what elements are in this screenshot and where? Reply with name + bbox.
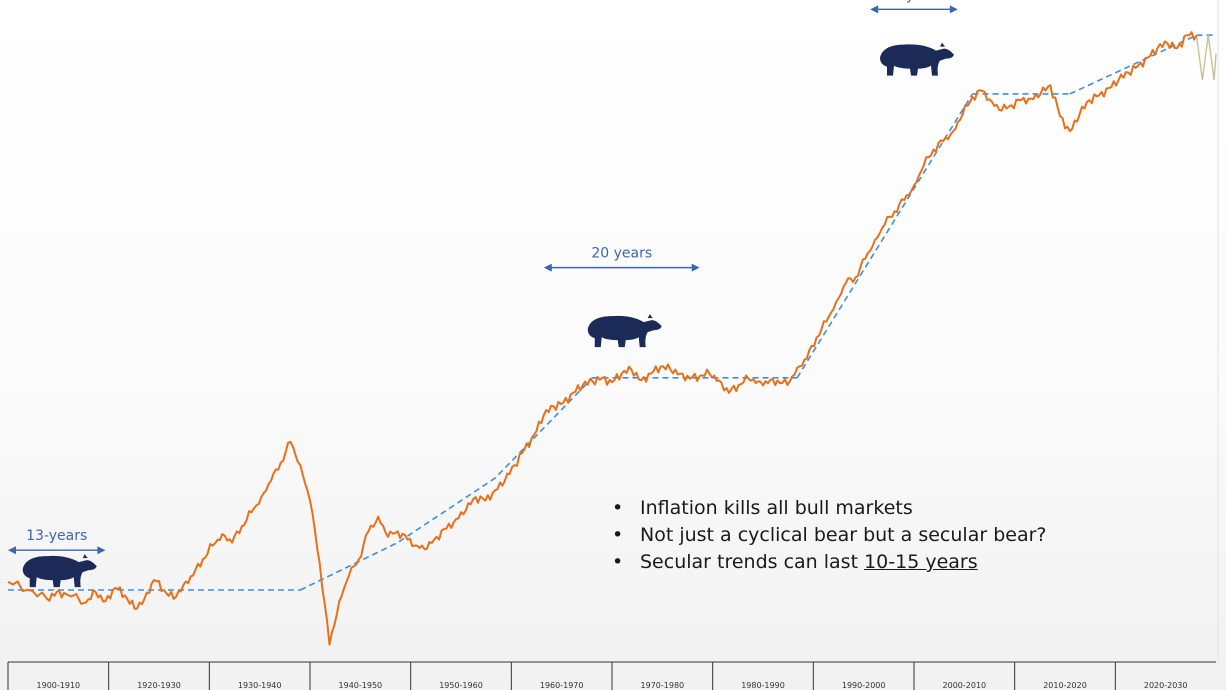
trend-line <box>796 93 974 379</box>
price-line <box>7 31 1198 646</box>
bullet-text: Inflation kills all bull markets <box>640 497 913 519</box>
x-tick-label: 2010-2020 <box>1043 681 1087 690</box>
bear-icon <box>22 554 97 588</box>
bullet-text: Not just a cyclical bear but a secular b… <box>640 524 1047 546</box>
bullet-marker: • <box>612 497 624 519</box>
duration-label: 10-years <box>883 0 944 3</box>
duration-arrow <box>543 263 700 272</box>
bullet-text: Secular trends can last <box>640 551 865 573</box>
bear-icon <box>880 42 954 76</box>
bullet-marker: • <box>612 524 624 546</box>
bullet-marker: • <box>612 551 624 573</box>
x-tick-label: 1980-1990 <box>741 681 785 690</box>
forecast-line <box>1195 35 1217 81</box>
x-tick-label: 1950-1960 <box>439 681 483 690</box>
bullet-emphasis: 10-15 years <box>864 551 978 573</box>
duration-label: 13-years <box>26 528 87 544</box>
x-tick-label: 1970-1980 <box>641 681 685 690</box>
bear-icon <box>587 314 662 348</box>
trend-lines <box>8 34 1216 591</box>
x-tick-label: 1960-1970 <box>540 681 584 690</box>
trend-line <box>1069 34 1197 95</box>
x-axis: 1900-1910 1920-1930 1930-1940 1940-1950 1950… <box>7 661 1216 690</box>
duration-arrow <box>8 546 106 555</box>
x-tick-label: 2020-2030 <box>1144 681 1188 690</box>
forecast-lines <box>1195 35 1217 81</box>
duration-arrow <box>870 5 958 14</box>
bullet-item: • Not just a cyclical bear but a secular … <box>612 522 1046 549</box>
bullet-item: • Inflation kills all bull markets <box>612 495 1046 522</box>
bullet-list: • Inflation kills all bull markets • Not j… <box>612 495 1046 576</box>
trend-line <box>299 377 594 591</box>
x-tick-label: 1990-2000 <box>842 681 886 690</box>
bullet-item: • Secular trends can last 10-15 years <box>612 549 1046 576</box>
x-tick-label: 1920-1930 <box>137 681 181 690</box>
x-tick-label: 1940-1950 <box>339 681 383 690</box>
price-series <box>7 31 1198 646</box>
x-tick-label: 2000-2010 <box>943 681 987 690</box>
x-tick-label: 1930-1940 <box>238 681 282 690</box>
duration-label: 20 years <box>591 246 652 262</box>
x-tick-label: 1900-1910 <box>37 681 81 690</box>
annotations: 13-years 20 years 10-years <box>8 0 958 588</box>
